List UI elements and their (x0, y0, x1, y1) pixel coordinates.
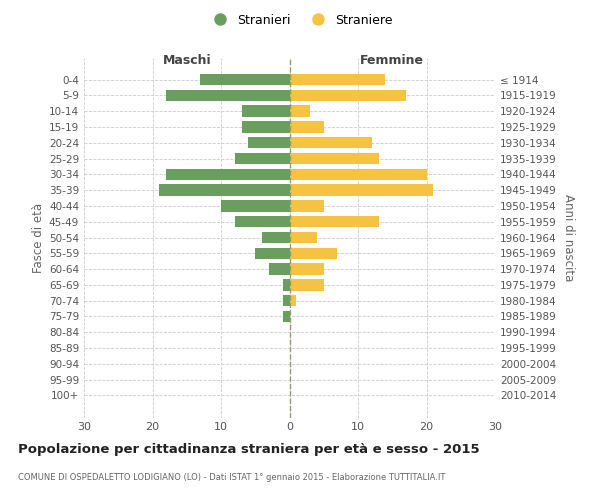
Bar (242, 121, 290, 132)
Bar (290, 279, 324, 290)
Bar (166, 90, 290, 101)
Bar (269, 264, 290, 275)
Text: Maschi: Maschi (163, 54, 211, 67)
Bar (242, 106, 290, 117)
Text: Popolazione per cittadinanza straniera per età e sesso - 2015: Popolazione per cittadinanza straniera p… (18, 442, 479, 456)
Text: Femmine: Femmine (360, 54, 424, 67)
Bar (290, 106, 310, 117)
Bar (290, 295, 296, 306)
Bar (290, 153, 379, 164)
Text: COMUNE DI OSPEDALETTO LODIGIANO (LO) - Dati ISTAT 1° gennaio 2015 - Elaborazione: COMUNE DI OSPEDALETTO LODIGIANO (LO) - D… (18, 472, 445, 482)
Bar (283, 295, 290, 306)
Bar (235, 153, 290, 164)
Bar (248, 137, 290, 148)
Bar (290, 137, 372, 148)
Bar (160, 184, 290, 196)
Bar (290, 168, 427, 180)
Bar (290, 121, 324, 132)
Bar (290, 90, 406, 101)
Bar (290, 264, 324, 275)
Bar (290, 184, 433, 196)
Bar (255, 248, 290, 259)
Bar (283, 311, 290, 322)
Bar (221, 200, 290, 211)
Bar (235, 216, 290, 228)
Bar (283, 279, 290, 290)
Y-axis label: Fasce di età: Fasce di età (32, 202, 45, 272)
Bar (290, 248, 337, 259)
Bar (290, 216, 379, 228)
Bar (290, 200, 324, 211)
Bar (166, 168, 290, 180)
Legend: Stranieri, Straniere: Stranieri, Straniere (202, 8, 398, 32)
Bar (290, 74, 385, 85)
Bar (290, 232, 317, 243)
Bar (200, 74, 290, 85)
Bar (262, 232, 290, 243)
Y-axis label: Anni di nascita: Anni di nascita (562, 194, 575, 281)
